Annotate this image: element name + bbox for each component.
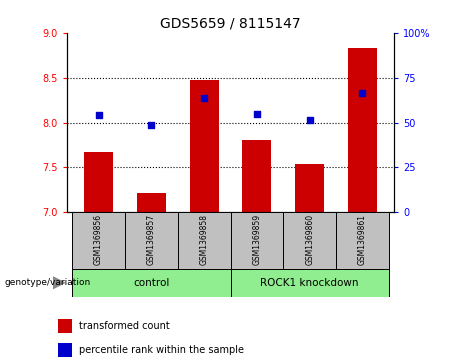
Title: GDS5659 / 8115147: GDS5659 / 8115147: [160, 16, 301, 30]
Point: [201, 95, 208, 101]
Point: [253, 111, 260, 117]
FancyBboxPatch shape: [72, 269, 230, 297]
Bar: [58, 319, 72, 333]
FancyBboxPatch shape: [125, 212, 177, 269]
Bar: [58, 343, 72, 357]
FancyBboxPatch shape: [230, 269, 389, 297]
Text: ROCK1 knockdown: ROCK1 knockdown: [260, 278, 359, 288]
Point: [148, 122, 155, 128]
Text: GSM1369858: GSM1369858: [200, 214, 209, 265]
FancyBboxPatch shape: [336, 212, 389, 269]
Text: GSM1369856: GSM1369856: [94, 214, 103, 265]
Text: percentile rank within the sample: percentile rank within the sample: [79, 345, 244, 355]
Text: GSM1369861: GSM1369861: [358, 214, 367, 265]
Bar: [84, 152, 113, 212]
FancyBboxPatch shape: [72, 212, 125, 269]
Bar: [137, 193, 166, 212]
Point: [95, 113, 102, 118]
Bar: [348, 48, 377, 212]
Text: GSM1369860: GSM1369860: [305, 214, 314, 265]
Polygon shape: [53, 277, 65, 289]
Text: GSM1369859: GSM1369859: [252, 214, 261, 265]
Point: [306, 117, 313, 123]
FancyBboxPatch shape: [284, 212, 336, 269]
FancyBboxPatch shape: [177, 212, 230, 269]
Text: transformed count: transformed count: [79, 321, 170, 331]
Bar: [189, 80, 219, 212]
Text: genotype/variation: genotype/variation: [5, 278, 91, 287]
Bar: [242, 140, 272, 212]
Point: [359, 90, 366, 96]
FancyBboxPatch shape: [230, 212, 284, 269]
Bar: [295, 164, 324, 212]
Text: GSM1369857: GSM1369857: [147, 214, 156, 265]
Text: control: control: [133, 278, 170, 288]
